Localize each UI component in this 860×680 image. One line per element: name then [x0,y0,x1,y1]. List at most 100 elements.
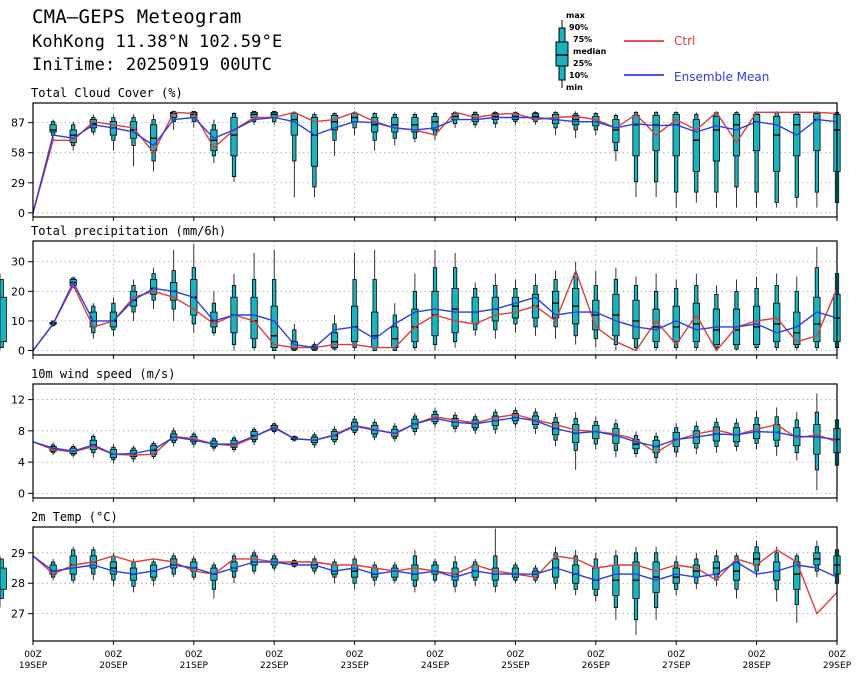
ensemble-box [592,112,600,136]
box-inner [813,424,821,455]
box-inner [431,116,439,131]
ensemble-box [612,419,620,458]
y-tick-label: 20 [11,285,25,298]
ensemble-mean-line [32,416,838,455]
y-tick-label: 8 [18,425,25,438]
ensemble-box [652,111,660,198]
ensemble-box [0,555,7,608]
x-tick-date-label: 24SEP [421,661,450,671]
ensemble-box [813,111,821,208]
box-inner [411,564,419,581]
panel-title: 10m wind speed (m/s) [31,367,176,381]
ensemble-box [773,273,781,351]
ensemble-box [391,303,399,351]
ensemble-box [612,113,620,162]
panel-title: 2m Temp (°C) [31,510,118,524]
ensemble-box [632,111,640,198]
box-inner [250,555,258,566]
box-inner [0,296,7,343]
ensemble-box [612,549,620,620]
y-tick-label: 87 [11,117,25,130]
x-tick-hour-label: 00Z [507,650,525,660]
panel-4: 2m Temp (°C) 27 28 29 [0,510,841,645]
ctrl-line [32,111,838,214]
ensemble-box [431,249,439,351]
panel-title: Total precipitation (mm/6h) [31,224,226,238]
ensemble-box [672,555,680,596]
box-inner [330,564,339,575]
box-inner [471,296,479,325]
legend-ctrl-label: Ctrl [674,34,695,48]
y-tick-label: 4 [18,456,25,469]
ensemble-box [592,552,600,602]
ensemble-box [471,558,479,587]
box-inner [270,305,278,348]
legend-box-label: median [573,47,607,56]
panel-title: Total Cloud Cover (%) [31,86,183,100]
y-tick-label: 27 [11,608,25,621]
x-tick-hour-label: 00Z [24,650,42,660]
box-inner [692,119,700,172]
x-tick-hour-label: 00Z [105,650,123,660]
box-inner [672,114,680,157]
ensemble-box [290,323,298,351]
ensemble-box [210,291,218,336]
y-tick-label: 12 [11,394,25,407]
ensemble-mean-line [32,555,838,581]
ensemble-box [149,114,158,172]
x-tick-date-label: 29SEP [823,661,852,671]
ensemble-box [753,276,761,351]
legend-box-label: max [566,11,586,20]
ensemble-box [411,549,419,593]
ensemble-box [632,431,640,458]
ctrl-line [32,269,838,352]
box-inner [451,287,459,334]
ensemble-box [391,112,399,146]
box-inner [712,116,721,162]
x-tick-hour-label: 00Z [667,650,685,660]
x-tick-date-label: 19SEP [19,661,48,671]
y-tick-label: 58 [11,147,25,160]
ensemble-box [692,552,700,590]
box-inner [371,311,379,348]
ensemble-box [732,111,741,208]
x-tick-date-label: 23SEP [340,661,369,671]
ensemble-box [813,540,821,578]
x-tick-date-label: 26SEP [582,661,611,671]
box-outer [292,329,297,351]
x-tick-hour-label: 00Z [346,650,364,660]
legend-box-inner [555,41,569,67]
ensemble-box [511,279,520,333]
ensemble-box [491,273,499,339]
ensemble-box [572,261,580,345]
ensemble-box [712,285,721,351]
ensemble-box [109,297,117,336]
box-inner [330,115,339,131]
y-tick-label: 10 [11,315,25,328]
ensemble-box [692,273,700,351]
box-inner [773,302,781,343]
legend-box-label: 90% [569,23,588,32]
ensemble-box [793,111,801,208]
box-inner [632,299,640,340]
ensemble-box [592,416,600,450]
box-inner [552,290,560,319]
box-inner [310,117,319,167]
ensemble-box [672,279,680,351]
ensemble-box [572,111,580,139]
ensemble-box [531,273,540,336]
ensemble-box [552,111,560,136]
x-tick-date-label: 22SEP [260,661,289,671]
ensemble-box [753,540,761,578]
ensemble-box [813,393,821,491]
y-tick-label: 28 [11,577,25,590]
box-inner [0,567,7,590]
ensemble-box [69,121,77,151]
box-inner [732,114,741,157]
y-tick-label: 0 [18,345,25,358]
box-inner [753,114,761,152]
ctrl-line [32,413,838,456]
y-tick-label: 0 [18,207,25,220]
y-tick-label: 30 [11,256,25,269]
box-inner [149,279,158,295]
